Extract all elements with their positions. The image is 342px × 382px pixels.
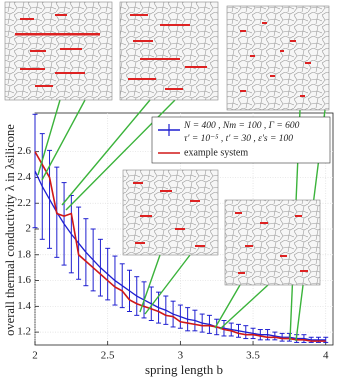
connector bbox=[37, 99, 86, 181]
error-bar bbox=[236, 323, 242, 338]
y-tick-label: 2.4 bbox=[17, 171, 31, 183]
x-axis-label: spring length b bbox=[145, 362, 223, 377]
legend-label: τ′ = 10⁻⁵ , t′ = 30 , ε′s = 100 bbox=[184, 134, 293, 144]
y-tick-label: 2.2 bbox=[17, 197, 31, 209]
y-axis-label: overall thermal conductivity λ in λsilic… bbox=[3, 124, 17, 336]
error-bar bbox=[32, 113, 38, 229]
error-bar bbox=[170, 300, 176, 328]
error-bar bbox=[90, 228, 96, 292]
y-tick-label: 2 bbox=[26, 223, 32, 235]
x-tick-label: 3 bbox=[178, 350, 184, 362]
error-bar bbox=[279, 332, 285, 342]
error-bar bbox=[272, 331, 278, 341]
error-bar bbox=[206, 314, 212, 334]
x-tick-label: 2 bbox=[32, 350, 38, 362]
error-bar bbox=[250, 327, 256, 340]
error-bar bbox=[76, 206, 82, 280]
series-line bbox=[34, 151, 326, 342]
y-tick-label: 1.6 bbox=[17, 274, 31, 286]
error-bar bbox=[163, 295, 169, 325]
x-tick-label: 3.5 bbox=[246, 350, 260, 362]
error-bar bbox=[148, 286, 154, 322]
error-bar bbox=[97, 238, 103, 297]
error-bar bbox=[177, 304, 183, 329]
error-bar bbox=[265, 329, 271, 341]
error-bar bbox=[61, 182, 67, 266]
inset-image bbox=[226, 5, 330, 111]
legend-label: N = 400 , Nm = 100 , Γ = 600 bbox=[183, 121, 300, 131]
legend: N = 400 , Nm = 100 , Γ = 600 τ′ = 10⁻⁵ ,… bbox=[151, 116, 331, 164]
error-bar bbox=[199, 313, 205, 333]
error-bar bbox=[228, 322, 234, 337]
y-tick-label: 1.2 bbox=[17, 326, 31, 338]
y-tick-label: 1.8 bbox=[17, 248, 31, 260]
error-bar bbox=[243, 325, 249, 340]
error-bar bbox=[105, 247, 111, 301]
x-tick-label: 2.5 bbox=[101, 350, 115, 362]
inset-image bbox=[122, 169, 219, 256]
y-tick-label: 2.6 bbox=[17, 145, 31, 157]
inset-image bbox=[4, 1, 113, 101]
error-bar bbox=[39, 133, 45, 240]
connector bbox=[139, 254, 191, 315]
connector bbox=[214, 284, 269, 330]
inset-image bbox=[119, 1, 219, 101]
error-bar bbox=[221, 320, 227, 337]
inset-image bbox=[224, 199, 321, 286]
error-bar bbox=[134, 276, 140, 316]
error-bar bbox=[185, 307, 191, 332]
y-tick-label: 1.4 bbox=[17, 300, 31, 312]
legend-label: example system bbox=[184, 147, 248, 158]
error-bar bbox=[257, 329, 263, 341]
x-tick-label: 4 bbox=[323, 350, 329, 362]
legend-box bbox=[151, 116, 331, 164]
error-bar bbox=[192, 309, 198, 332]
error-bar bbox=[119, 263, 125, 309]
data bbox=[32, 113, 329, 343]
error-bar bbox=[301, 334, 307, 343]
error-bar bbox=[83, 218, 89, 287]
insets bbox=[4, 1, 330, 342]
error-bar bbox=[126, 269, 132, 312]
error-bar bbox=[112, 255, 118, 306]
